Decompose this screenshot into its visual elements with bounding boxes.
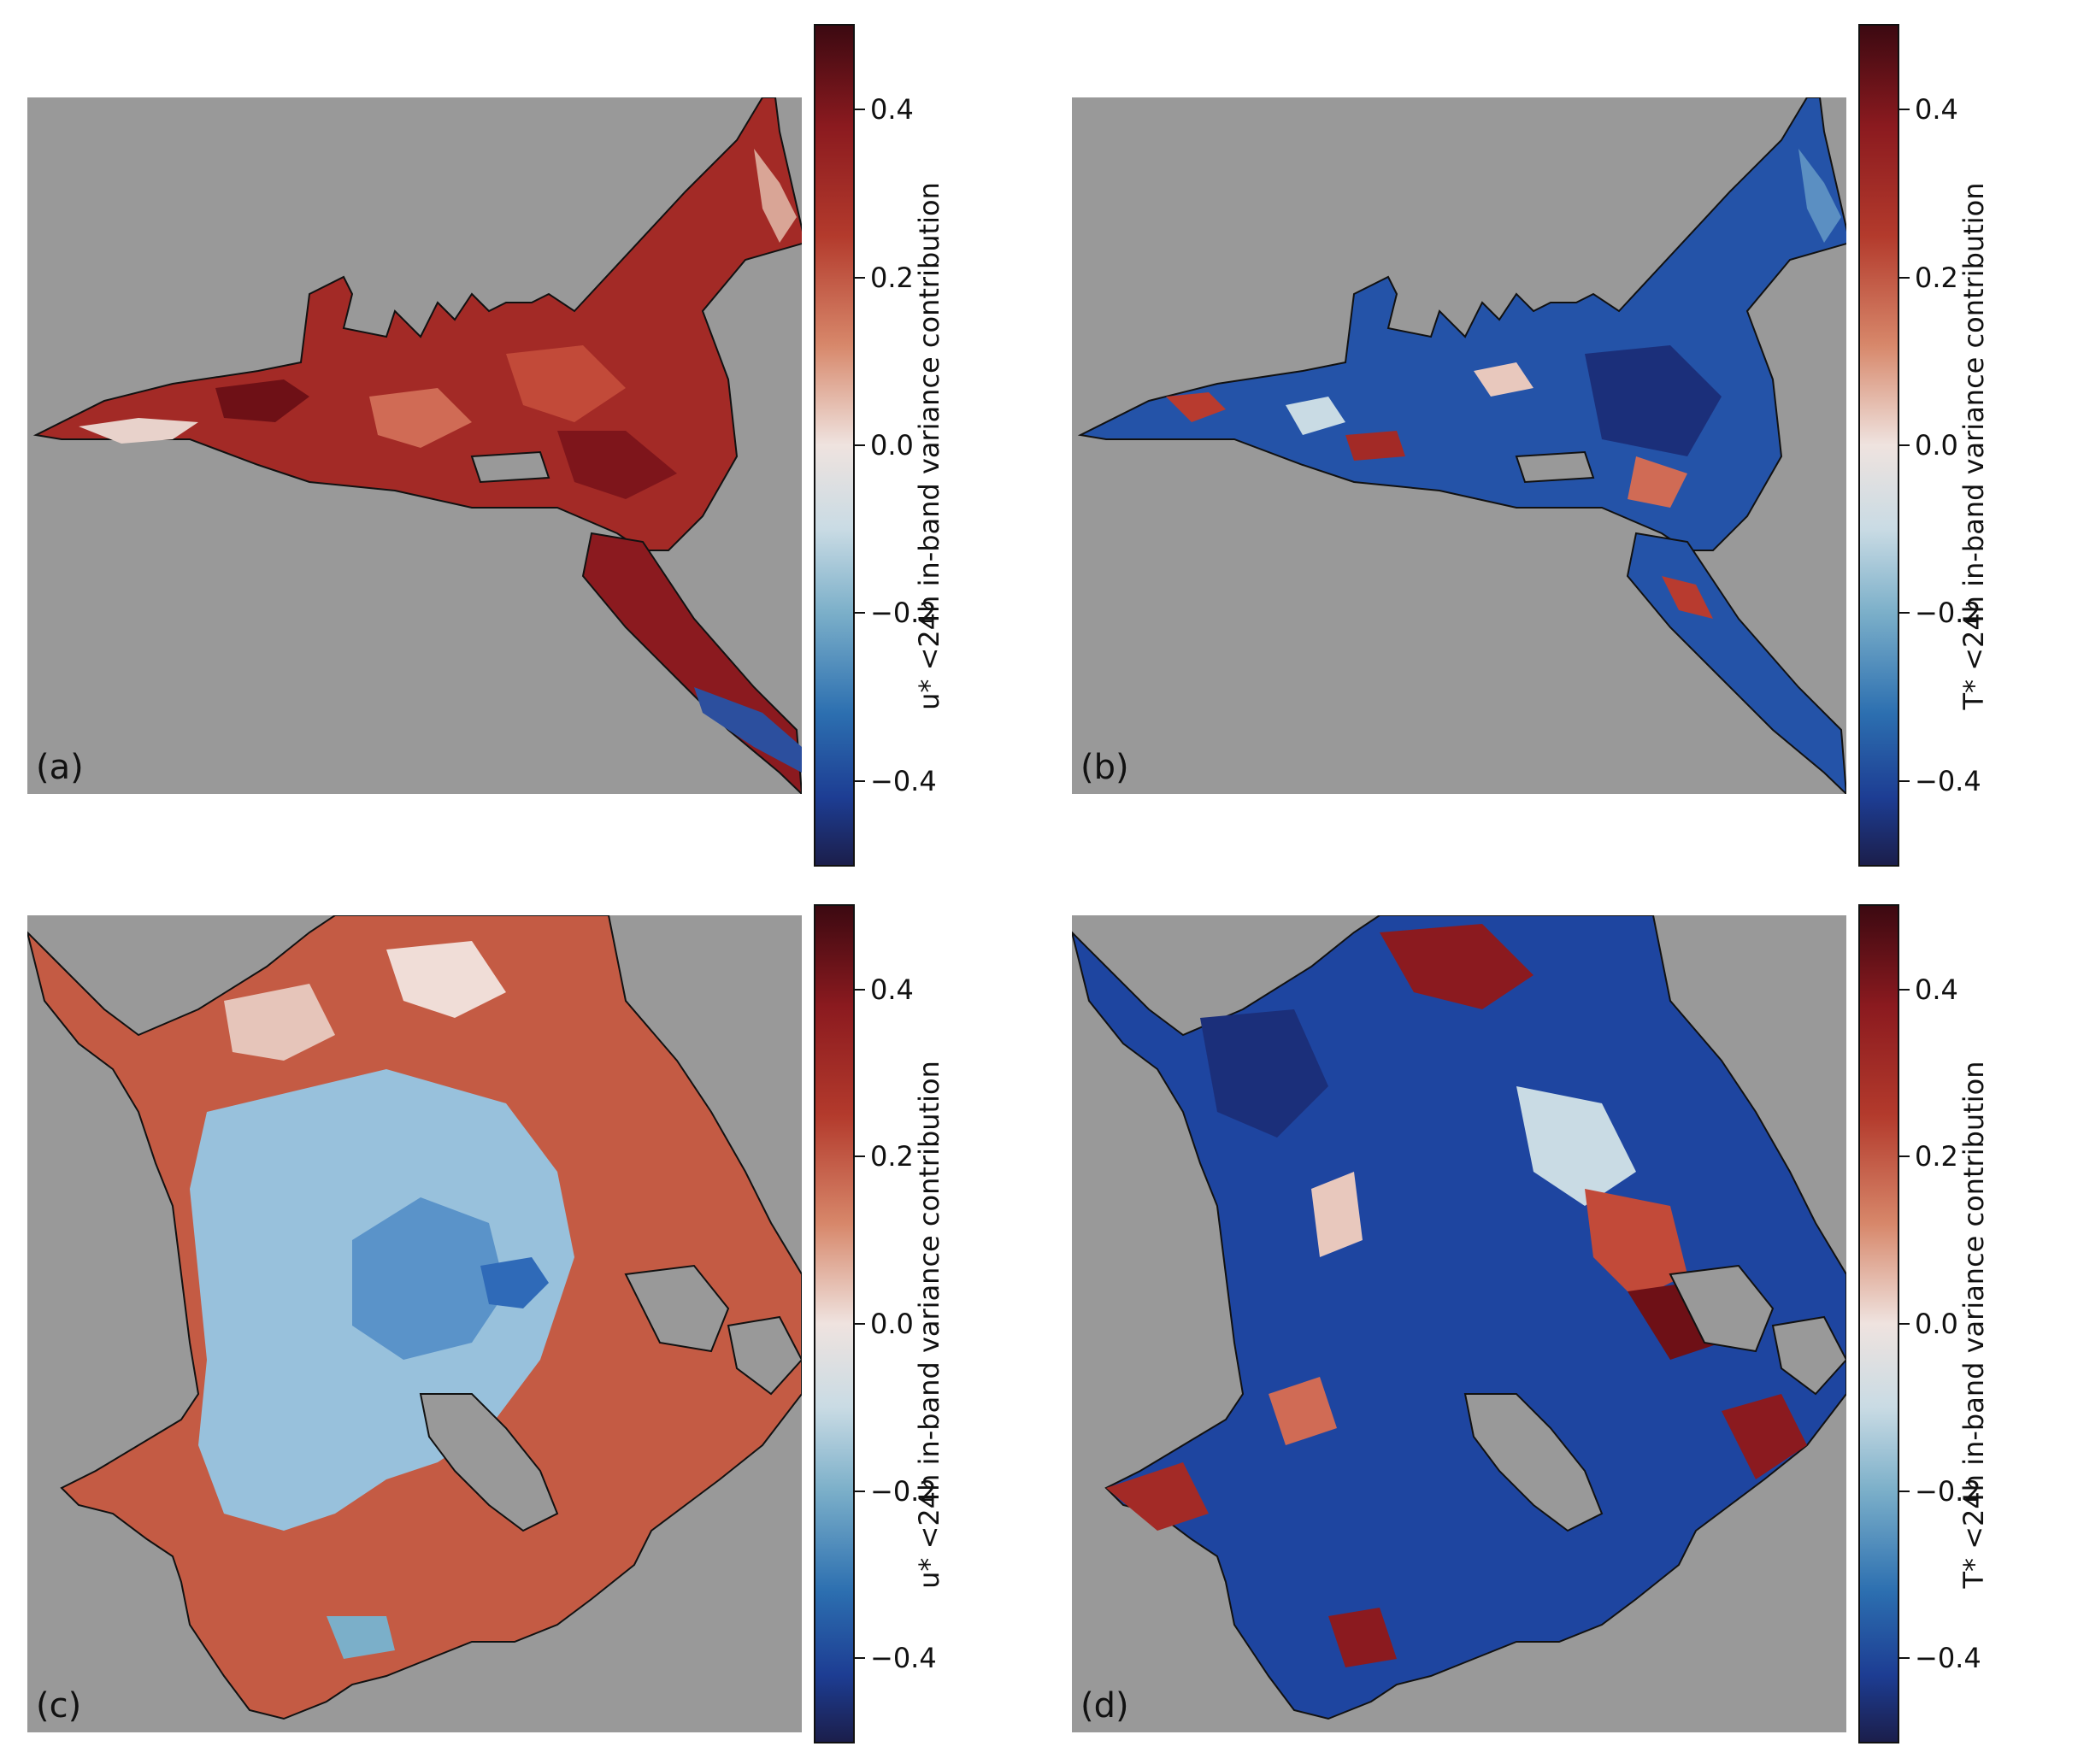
colorbar-tick-label: −0.4 <box>870 764 937 797</box>
colorbar-tick-label: 0.2 <box>1915 1140 1958 1173</box>
colorbar-tick-mark <box>853 1490 865 1492</box>
colorbar-tick-label: 0.4 <box>1915 93 1958 126</box>
colorbar-tick-mark <box>853 109 865 111</box>
colorbar-tick-mark <box>853 1657 865 1660</box>
colorbar-label-b: T* <24h in-band variance contribution <box>1957 182 1990 710</box>
colorbar-tick-label: −0.2 <box>870 1474 937 1508</box>
colorbar-tick-mark <box>1898 1323 1910 1325</box>
colorbar-tick-mark <box>1898 779 1910 782</box>
map-panel-b: (b) <box>1072 97 1846 794</box>
colorbar-tick-label: 0.0 <box>1915 429 1958 462</box>
colorbar-tick-mark <box>1898 1490 1910 1492</box>
map-panel-a: (a) <box>27 97 802 794</box>
colorbar-tick-mark <box>1898 444 1910 446</box>
colorbar-tick-label: 0.0 <box>870 1308 914 1340</box>
colorbar-tick-mark <box>1898 988 1910 991</box>
colorbar-tick-label: −0.2 <box>870 597 937 630</box>
estuary-map-d <box>1072 915 1846 1720</box>
colorbar-tick-label: 0.4 <box>1915 973 1958 1006</box>
panel-label-a: (a) <box>36 748 84 787</box>
map-panel-d: (d) <box>1072 915 1846 1732</box>
colorbar-tick-label: 0.0 <box>870 429 914 462</box>
colorbar-tick-label: −0.4 <box>870 1642 937 1675</box>
colorbar-tick-label: −0.2 <box>1915 597 1981 630</box>
colorbar-b: 0.4 0.2 0.0 −0.2 −0.4 <box>1858 24 1981 867</box>
colorbar-tick-label: 0.2 <box>1915 261 1958 294</box>
colorbar-tick-label: 0.4 <box>870 973 914 1006</box>
colorbar-tick-mark <box>1898 1657 1910 1660</box>
panel-label-b: (b) <box>1080 748 1129 787</box>
colorbar-tick-mark <box>853 444 865 446</box>
estuary-map-c <box>27 915 802 1720</box>
colorbar-tick-mark <box>1898 109 1910 111</box>
panel-label-d: (d) <box>1080 1686 1129 1726</box>
colorbar-tick-mark <box>853 779 865 782</box>
panel-label-c: (c) <box>36 1686 82 1726</box>
estuary-map-b <box>1077 97 1846 794</box>
colorbar-tick-mark <box>853 988 865 991</box>
colorbar-c: 0.4 0.2 0.0 −0.2 −0.4 <box>814 904 937 1743</box>
colorbar-tick-mark <box>853 1155 865 1158</box>
colorbar-label-c: u* <24h in-band variance contribution <box>913 1061 945 1589</box>
colorbar-label-a: u* <24h in-band variance contribution <box>913 182 945 710</box>
colorbar-tick-label: 0.2 <box>870 1140 914 1173</box>
colorbar-tick-mark <box>853 1323 865 1325</box>
colorbar-tick-label: 0.2 <box>870 261 914 294</box>
colorbar-tick-mark <box>1898 612 1910 614</box>
estuary-map-a <box>32 97 802 794</box>
colorbar-tick-label: 0.4 <box>870 93 914 126</box>
map-panel-c: (c) <box>27 915 802 1732</box>
colorbar-tick-label: 0.0 <box>1915 1308 1958 1340</box>
colorbar-d: 0.4 0.2 0.0 −0.2 −0.4 <box>1858 904 1981 1743</box>
colorbar-tick-label: −0.2 <box>1915 1474 1981 1508</box>
colorbar-tick-mark <box>1898 1155 1910 1158</box>
colorbar-tick-mark <box>1898 276 1910 279</box>
colorbar-tick-mark <box>853 612 865 614</box>
colorbar-label-d: T* <24h in-band variance contribution <box>1957 1061 1990 1589</box>
colorbar-tick-label: −0.4 <box>1915 1642 1981 1675</box>
colorbar-a: 0.4 0.2 0.0 −0.2 −0.4 <box>814 24 937 867</box>
colorbar-tick-label: −0.4 <box>1915 764 1981 797</box>
colorbar-tick-mark <box>853 276 865 279</box>
